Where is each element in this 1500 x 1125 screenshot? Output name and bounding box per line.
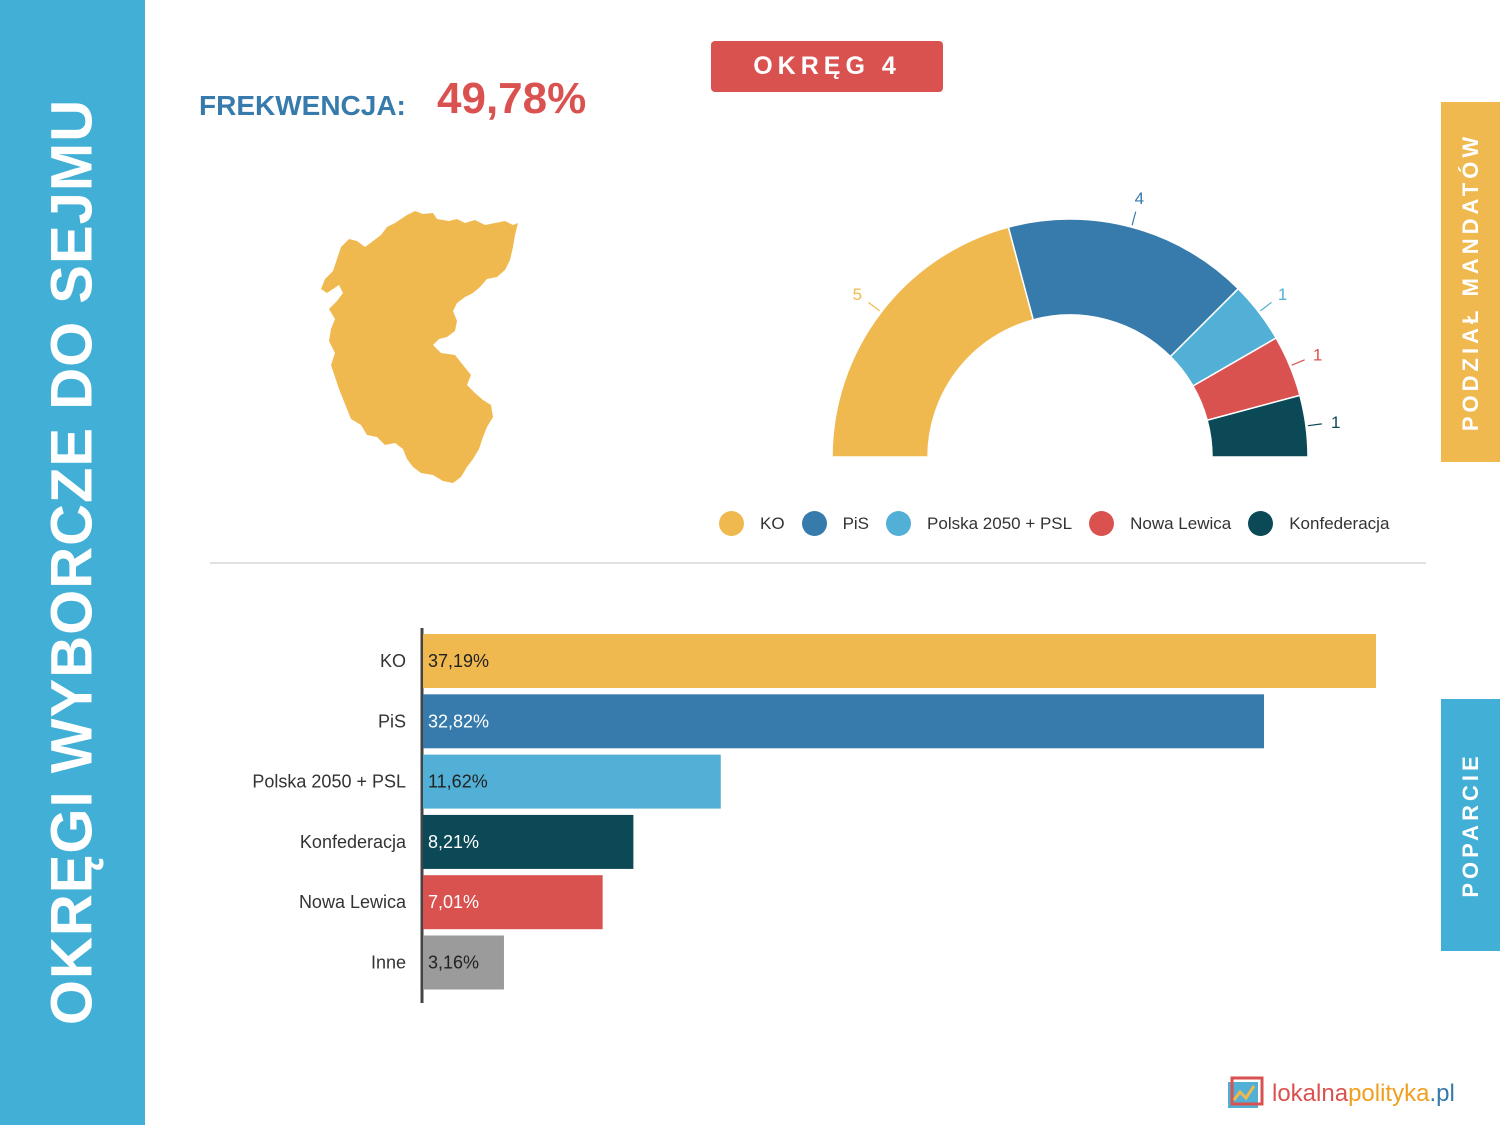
district-map: [321, 211, 518, 483]
legend-item: Polska 2050 + PSL: [886, 511, 1072, 536]
seat-data-label: 5: [853, 285, 862, 304]
seat-data-label: 1: [1331, 413, 1340, 432]
legend-label: Nowa Lewica: [1130, 513, 1232, 533]
legend-label: Konfederacja: [1289, 513, 1390, 533]
bar-nowa-lewica: [423, 875, 603, 930]
legend-item: Nowa Lewica: [1089, 511, 1231, 536]
logo-text-part-2: polityka: [1348, 1080, 1430, 1107]
support-tab: POPARCIE: [1441, 699, 1500, 951]
seats-tab: PODZIAŁ MANDATÓW: [1441, 102, 1500, 462]
bar-polska-2050-psl: [423, 754, 721, 809]
district-shape: [321, 211, 518, 483]
bar-category-label: Polska 2050 + PSL: [252, 772, 406, 792]
bar-value-label: 8,21%: [428, 832, 479, 852]
legend-label: Polska 2050 + PSL: [927, 513, 1073, 533]
bar-value-label: 3,16%: [428, 953, 479, 973]
legend-swatch: [719, 511, 744, 536]
legend-swatch: [1248, 511, 1274, 536]
section-divider: [210, 562, 1426, 564]
bar-value-label: 11,62%: [428, 772, 488, 792]
bar-pis: [423, 694, 1265, 749]
seat-leader-line: [1291, 359, 1305, 366]
logo-icon: [1228, 1076, 1264, 1108]
legend-item: Konfederacja: [1248, 511, 1389, 536]
legend-label: PiS: [842, 513, 870, 533]
logo-text-part-3: .pl: [1429, 1080, 1455, 1107]
side-title: OKRĘGI WYBORCZE DO SEJMU: [39, 98, 105, 1026]
bar-value-label: 7,01%: [428, 892, 479, 912]
seat-slice-ko: [831, 226, 1035, 458]
legend-swatch: [801, 511, 827, 536]
support-tab-label: POPARCIE: [1458, 752, 1483, 898]
bar-category-label: Inne: [371, 953, 406, 973]
bar-category-label: KO: [380, 651, 406, 671]
seat-distribution-chart: 5 4 1 1 1: [831, 190, 1340, 458]
seat-leader-line: [1131, 211, 1137, 226]
bar-category-label: Nowa Lewica: [299, 892, 407, 912]
bar-value-label: 37,19%: [428, 651, 489, 671]
bar-konfederacja: [423, 814, 634, 869]
legend-item: PiS: [801, 511, 870, 536]
bar-inne: [423, 935, 504, 990]
seat-data-label: 1: [1278, 285, 1287, 304]
logo-text-part-1: lokalna: [1272, 1080, 1349, 1107]
seat-leader-line: [1260, 301, 1272, 312]
legend-swatch: [1089, 511, 1115, 536]
bar-category-label: Konfederacja: [300, 832, 407, 852]
bar-category-label: PiS: [378, 711, 406, 731]
side-band: OKRĘGI WYBORCZE DO SEJMU: [0, 0, 145, 1125]
bar-value-label: 32,82%: [428, 711, 489, 731]
seats-tab-label: PODZIAŁ MANDATÓW: [1458, 132, 1483, 432]
site-logo[interactable]: lokalna polityka .pl: [1226, 1076, 1455, 1112]
legend-label: KO: [760, 513, 785, 533]
turnout-value: 49,78%: [437, 74, 587, 123]
seat-leader-line: [868, 301, 880, 312]
seat-leader-line: [1307, 423, 1322, 427]
legend-item: KO: [719, 511, 785, 536]
bar-ko: [423, 634, 1376, 688]
seat-data-label: 1: [1313, 345, 1322, 364]
seat-chart-legend: KO PiS Polska 2050 + PSL Nowa Lewica Konfede…: [719, 511, 1406, 536]
turnout-label: FREKWENCJA:: [199, 90, 406, 121]
seat-data-label: 4: [1135, 190, 1144, 208]
district-badge: OKRĘG 4: [711, 41, 943, 92]
seat-slice-pis: [1007, 218, 1240, 358]
seat-slice-konfederacja: [1206, 394, 1309, 458]
legend-swatch: [886, 511, 912, 536]
